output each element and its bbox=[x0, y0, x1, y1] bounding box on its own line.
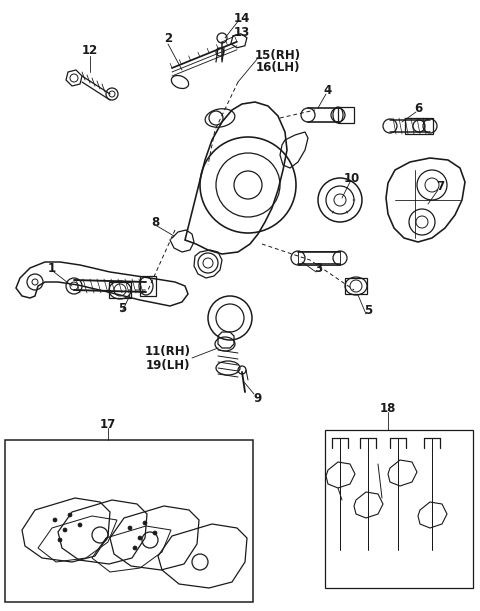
Circle shape bbox=[153, 531, 157, 535]
Text: 6: 6 bbox=[414, 101, 422, 114]
Text: 14: 14 bbox=[234, 12, 250, 24]
Text: 18: 18 bbox=[380, 401, 396, 414]
Circle shape bbox=[53, 518, 57, 522]
Bar bbox=[109, 282, 131, 298]
Text: 17: 17 bbox=[100, 417, 116, 431]
Text: 3: 3 bbox=[314, 262, 322, 274]
Text: 11(RH): 11(RH) bbox=[145, 345, 191, 359]
Text: 5: 5 bbox=[118, 301, 126, 315]
Bar bbox=[405, 118, 433, 134]
Text: 2: 2 bbox=[164, 32, 172, 45]
Circle shape bbox=[63, 528, 67, 532]
Text: 16(LH): 16(LH) bbox=[256, 62, 300, 75]
Bar bbox=[298, 251, 340, 265]
Text: 8: 8 bbox=[151, 216, 159, 229]
Text: 7: 7 bbox=[436, 180, 444, 192]
Circle shape bbox=[143, 521, 147, 525]
Text: 19(LH): 19(LH) bbox=[146, 359, 190, 373]
Circle shape bbox=[133, 546, 137, 550]
Circle shape bbox=[128, 526, 132, 530]
Text: 13: 13 bbox=[234, 26, 250, 38]
Text: 12: 12 bbox=[82, 43, 98, 56]
Circle shape bbox=[68, 513, 72, 517]
Text: 10: 10 bbox=[344, 172, 360, 185]
Circle shape bbox=[138, 536, 142, 540]
Bar bbox=[5, 440, 253, 602]
Circle shape bbox=[58, 538, 62, 542]
Text: 1: 1 bbox=[48, 262, 56, 274]
Text: 9: 9 bbox=[254, 392, 262, 404]
Bar bbox=[325, 430, 473, 588]
Circle shape bbox=[78, 523, 82, 527]
Bar bbox=[338, 107, 354, 123]
Bar bbox=[140, 276, 156, 296]
Text: 15(RH): 15(RH) bbox=[255, 48, 301, 62]
Text: 4: 4 bbox=[324, 84, 332, 97]
Text: 5: 5 bbox=[364, 304, 372, 316]
Bar bbox=[345, 278, 367, 294]
